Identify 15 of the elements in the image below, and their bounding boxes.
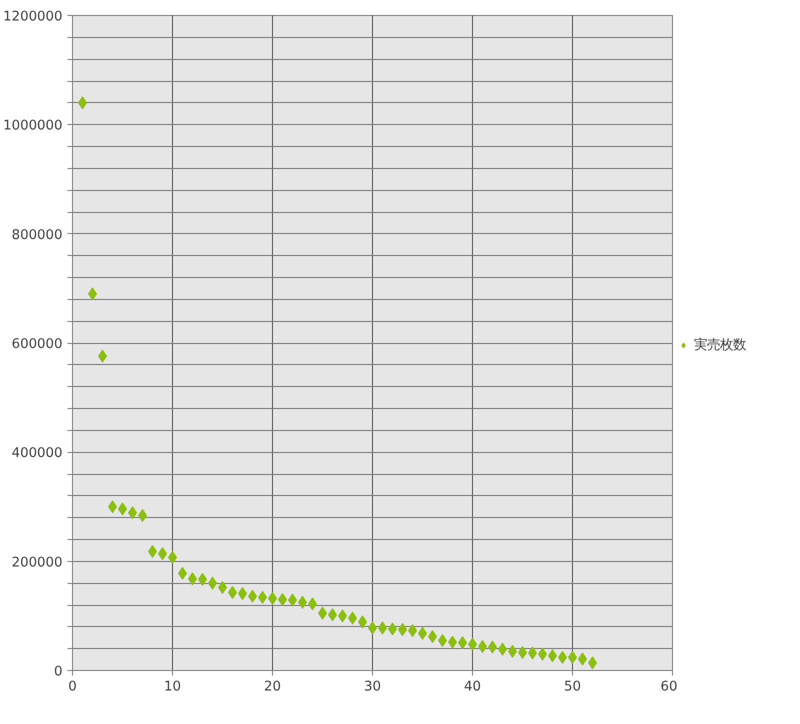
x-tick-label: 0 xyxy=(68,680,77,694)
y-tick-label: 1000000 xyxy=(3,118,62,134)
y-tick-label: 400000 xyxy=(12,446,63,462)
x-tick-label: 30 xyxy=(364,680,381,694)
legend-label: 実売枚数 xyxy=(694,336,746,354)
y-tick-label: 1200000 xyxy=(3,10,62,24)
y-tick-label: 200000 xyxy=(12,555,63,570)
y-tick-label: 600000 xyxy=(12,337,63,352)
x-tick-label: 20 xyxy=(264,680,281,694)
x-tick-label: 60 xyxy=(660,680,678,694)
x-tick-label: 10 xyxy=(164,680,181,694)
y-tick-label: 0 xyxy=(54,664,63,680)
x-tick-label: 40 xyxy=(464,680,481,694)
y-tick-label: 800000 xyxy=(12,228,63,243)
x-tick-label: 50 xyxy=(564,680,581,694)
